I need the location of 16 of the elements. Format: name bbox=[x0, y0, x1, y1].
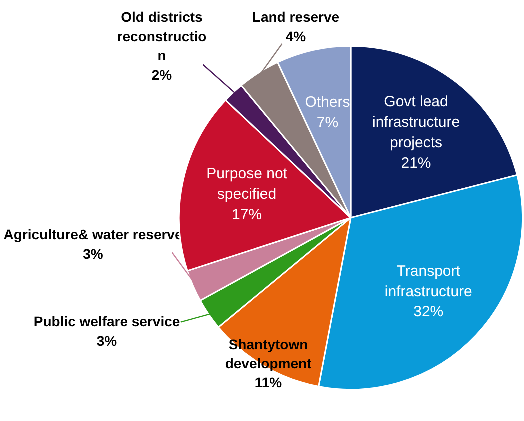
data-label: 7% bbox=[316, 114, 339, 132]
slice-label: Others bbox=[305, 94, 350, 111]
data-label: 11% bbox=[254, 374, 283, 391]
slice-label: Transport infrastructure bbox=[384, 262, 472, 300]
data-label: 32% bbox=[414, 304, 444, 321]
data-label: 3% bbox=[83, 246, 104, 262]
slice-label: Public welfare service bbox=[34, 314, 180, 330]
data-label: 4% bbox=[286, 28, 307, 44]
slice-label: Govt lead infrastructure projects bbox=[372, 94, 460, 152]
data-label: 17% bbox=[232, 206, 262, 224]
slice-label: Land reserve bbox=[252, 9, 340, 26]
data-label: 21% bbox=[401, 154, 432, 172]
slice-label: Old districts reconstructio n bbox=[117, 9, 207, 64]
data-label: 2% bbox=[152, 66, 173, 83]
data-label: 3% bbox=[96, 332, 118, 349]
slice-label: Purpose not specified bbox=[206, 166, 288, 203]
